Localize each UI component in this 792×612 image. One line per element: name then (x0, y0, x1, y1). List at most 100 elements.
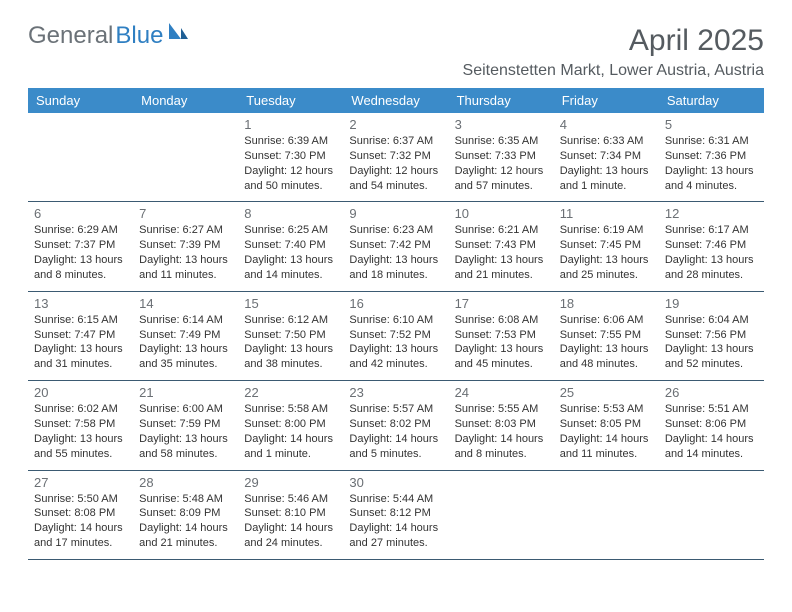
sunrise-text: Sunrise: 6:17 AM (665, 223, 758, 238)
day-number: 2 (349, 117, 442, 132)
day-number: 15 (244, 296, 337, 311)
day-info: Sunrise: 6:17 AMSunset: 7:46 PMDaylight:… (665, 223, 758, 282)
day-cell: 13Sunrise: 6:15 AMSunset: 7:47 PMDayligh… (28, 291, 133, 380)
day-cell (449, 470, 554, 559)
day-info: Sunrise: 5:46 AMSunset: 8:10 PMDaylight:… (244, 492, 337, 551)
day-info: Sunrise: 5:44 AMSunset: 8:12 PMDaylight:… (349, 492, 442, 551)
daylight-text: Daylight: 14 hours and 21 minutes. (139, 521, 232, 551)
sail-icon (167, 21, 189, 46)
sunset-text: Sunset: 7:34 PM (560, 149, 653, 164)
location-text: Seitenstetten Markt, Lower Austria, Aust… (463, 62, 764, 80)
sunrise-text: Sunrise: 6:21 AM (455, 223, 548, 238)
day-cell: 27Sunrise: 5:50 AMSunset: 8:08 PMDayligh… (28, 470, 133, 559)
sunrise-text: Sunrise: 6:31 AM (665, 134, 758, 149)
day-number: 23 (349, 385, 442, 400)
sunrise-text: Sunrise: 5:46 AM (244, 492, 337, 507)
sunset-text: Sunset: 8:03 PM (455, 417, 548, 432)
day-cell: 10Sunrise: 6:21 AMSunset: 7:43 PMDayligh… (449, 202, 554, 291)
sunset-text: Sunset: 7:56 PM (665, 328, 758, 343)
day-cell: 1 Sunrise: 6:39 AMSunset: 7:30 PMDaylight… (238, 113, 343, 202)
day-info: Sunrise: 5:53 AMSunset: 8:05 PMDaylight:… (560, 402, 653, 461)
sunset-text: Sunset: 7:49 PM (139, 328, 232, 343)
daylight-text: Daylight: 12 hours and 57 minutes. (455, 164, 548, 194)
week-row: 20 Sunrise: 6:02 AMSunset: 7:58 PMDayligh… (28, 381, 764, 470)
week-row: 6Sunrise: 6:29 AMSunset: 7:37 PMDaylight… (28, 202, 764, 291)
day-number: 28 (139, 475, 232, 490)
sunset-text: Sunset: 7:33 PM (455, 149, 548, 164)
day-number: 24 (455, 385, 548, 400)
day-info: Sunrise: 6:12 AMSunset: 7:50 PMDaylight:… (244, 313, 337, 372)
daylight-text: Daylight: 13 hours and 11 minutes. (139, 253, 232, 283)
col-thursday: Thursday (449, 88, 554, 113)
day-info: Sunrise: 6:31 AMSunset: 7:36 PMDaylight:… (665, 134, 758, 193)
sunset-text: Sunset: 7:32 PM (349, 149, 442, 164)
day-cell: 8Sunrise: 6:25 AMSunset: 7:40 PMDaylight… (238, 202, 343, 291)
daylight-text: Daylight: 14 hours and 24 minutes. (244, 521, 337, 551)
sunrise-text: Sunrise: 5:44 AM (349, 492, 442, 507)
sunset-text: Sunset: 8:10 PM (244, 506, 337, 521)
day-info: Sunrise: 6:00 AMSunset: 7:59 PMDaylight:… (139, 402, 232, 461)
sunrise-text: Sunrise: 6:33 AM (560, 134, 653, 149)
sunset-text: Sunset: 7:45 PM (560, 238, 653, 253)
day-info: Sunrise: 6:08 AMSunset: 7:53 PMDaylight:… (455, 313, 548, 372)
daylight-text: Daylight: 13 hours and 28 minutes. (665, 253, 758, 283)
col-tuesday: Tuesday (238, 88, 343, 113)
sunset-text: Sunset: 8:09 PM (139, 506, 232, 521)
day-cell: 23Sunrise: 5:57 AMSunset: 8:02 PMDayligh… (343, 381, 448, 470)
day-number: 22 (244, 385, 337, 400)
day-cell: 11Sunrise: 6:19 AMSunset: 7:45 PMDayligh… (554, 202, 659, 291)
sunrise-text: Sunrise: 6:15 AM (34, 313, 127, 328)
day-number: 20 (34, 385, 127, 400)
day-number: 7 (139, 206, 232, 221)
day-info: Sunrise: 6:21 AMSunset: 7:43 PMDaylight:… (455, 223, 548, 282)
day-cell: 4Sunrise: 6:33 AMSunset: 7:34 PMDaylight… (554, 113, 659, 202)
day-number: 30 (349, 475, 442, 490)
day-cell: 30 Sunrise: 5:44 AMSunset: 8:12 PMDayligh… (343, 470, 448, 559)
daylight-text: Daylight: 13 hours and 58 minutes. (139, 432, 232, 462)
day-cell: 19Sunrise: 6:04 AMSunset: 7:56 PMDayligh… (659, 291, 764, 380)
sunrise-text: Sunrise: 5:50 AM (34, 492, 127, 507)
day-number: 1 (244, 117, 337, 132)
sunset-text: Sunset: 7:42 PM (349, 238, 442, 253)
day-header-row: Sunday Monday Tuesday Wednesday Thursday… (28, 88, 764, 113)
day-info: Sunrise: 6:02 AMSunset: 7:58 PMDaylight:… (34, 402, 127, 461)
day-number: 27 (34, 475, 127, 490)
day-info: Sunrise: 6:14 AMSunset: 7:49 PMDaylight:… (139, 313, 232, 372)
daylight-text: Daylight: 13 hours and 52 minutes. (665, 342, 758, 372)
brand-part1: General (28, 24, 113, 48)
col-friday: Friday (554, 88, 659, 113)
daylight-text: Daylight: 13 hours and 4 minutes. (665, 164, 758, 194)
sunset-text: Sunset: 7:47 PM (34, 328, 127, 343)
day-cell: 24 Sunrise: 5:55 AMSunset: 8:03 PMDayligh… (449, 381, 554, 470)
day-cell: 25Sunrise: 5:53 AMSunset: 8:05 PMDayligh… (554, 381, 659, 470)
day-info: Sunrise: 6:35 AMSunset: 7:33 PMDaylight:… (455, 134, 548, 193)
sunset-text: Sunset: 7:37 PM (34, 238, 127, 253)
sunset-text: Sunset: 7:39 PM (139, 238, 232, 253)
day-cell: 17 Sunrise: 6:08 AMSunset: 7:53 PMDayligh… (449, 291, 554, 380)
day-cell: 12Sunrise: 6:17 AMSunset: 7:46 PMDayligh… (659, 202, 764, 291)
day-cell (133, 113, 238, 202)
daylight-text: Daylight: 14 hours and 8 minutes. (455, 432, 548, 462)
day-number: 17 (455, 296, 548, 311)
sunset-text: Sunset: 7:52 PM (349, 328, 442, 343)
sunset-text: Sunset: 8:05 PM (560, 417, 653, 432)
day-cell: 9Sunrise: 6:23 AMSunset: 7:42 PMDaylight… (343, 202, 448, 291)
daylight-text: Daylight: 14 hours and 17 minutes. (34, 521, 127, 551)
day-info: Sunrise: 5:48 AMSunset: 8:09 PMDaylight:… (139, 492, 232, 551)
calendar-body: 1 Sunrise: 6:39 AMSunset: 7:30 PMDaylight… (28, 113, 764, 559)
day-cell: 3Sunrise: 6:35 AMSunset: 7:33 PMDaylight… (449, 113, 554, 202)
col-monday: Monday (133, 88, 238, 113)
sunrise-text: Sunrise: 6:39 AM (244, 134, 337, 149)
day-info: Sunrise: 6:39 AMSunset: 7:30 PMDaylight:… (244, 134, 337, 193)
day-info: Sunrise: 6:04 AMSunset: 7:56 PMDaylight:… (665, 313, 758, 372)
day-number: 4 (560, 117, 653, 132)
sunrise-text: Sunrise: 5:55 AM (455, 402, 548, 417)
sunrise-text: Sunrise: 5:58 AM (244, 402, 337, 417)
daylight-text: Daylight: 13 hours and 18 minutes. (349, 253, 442, 283)
day-number: 14 (139, 296, 232, 311)
title-block: April 2025 Seitenstetten Markt, Lower Au… (463, 24, 764, 80)
day-info: Sunrise: 6:29 AMSunset: 7:37 PMDaylight:… (34, 223, 127, 282)
daylight-text: Daylight: 13 hours and 14 minutes. (244, 253, 337, 283)
sunset-text: Sunset: 7:59 PM (139, 417, 232, 432)
sunrise-text: Sunrise: 6:23 AM (349, 223, 442, 238)
